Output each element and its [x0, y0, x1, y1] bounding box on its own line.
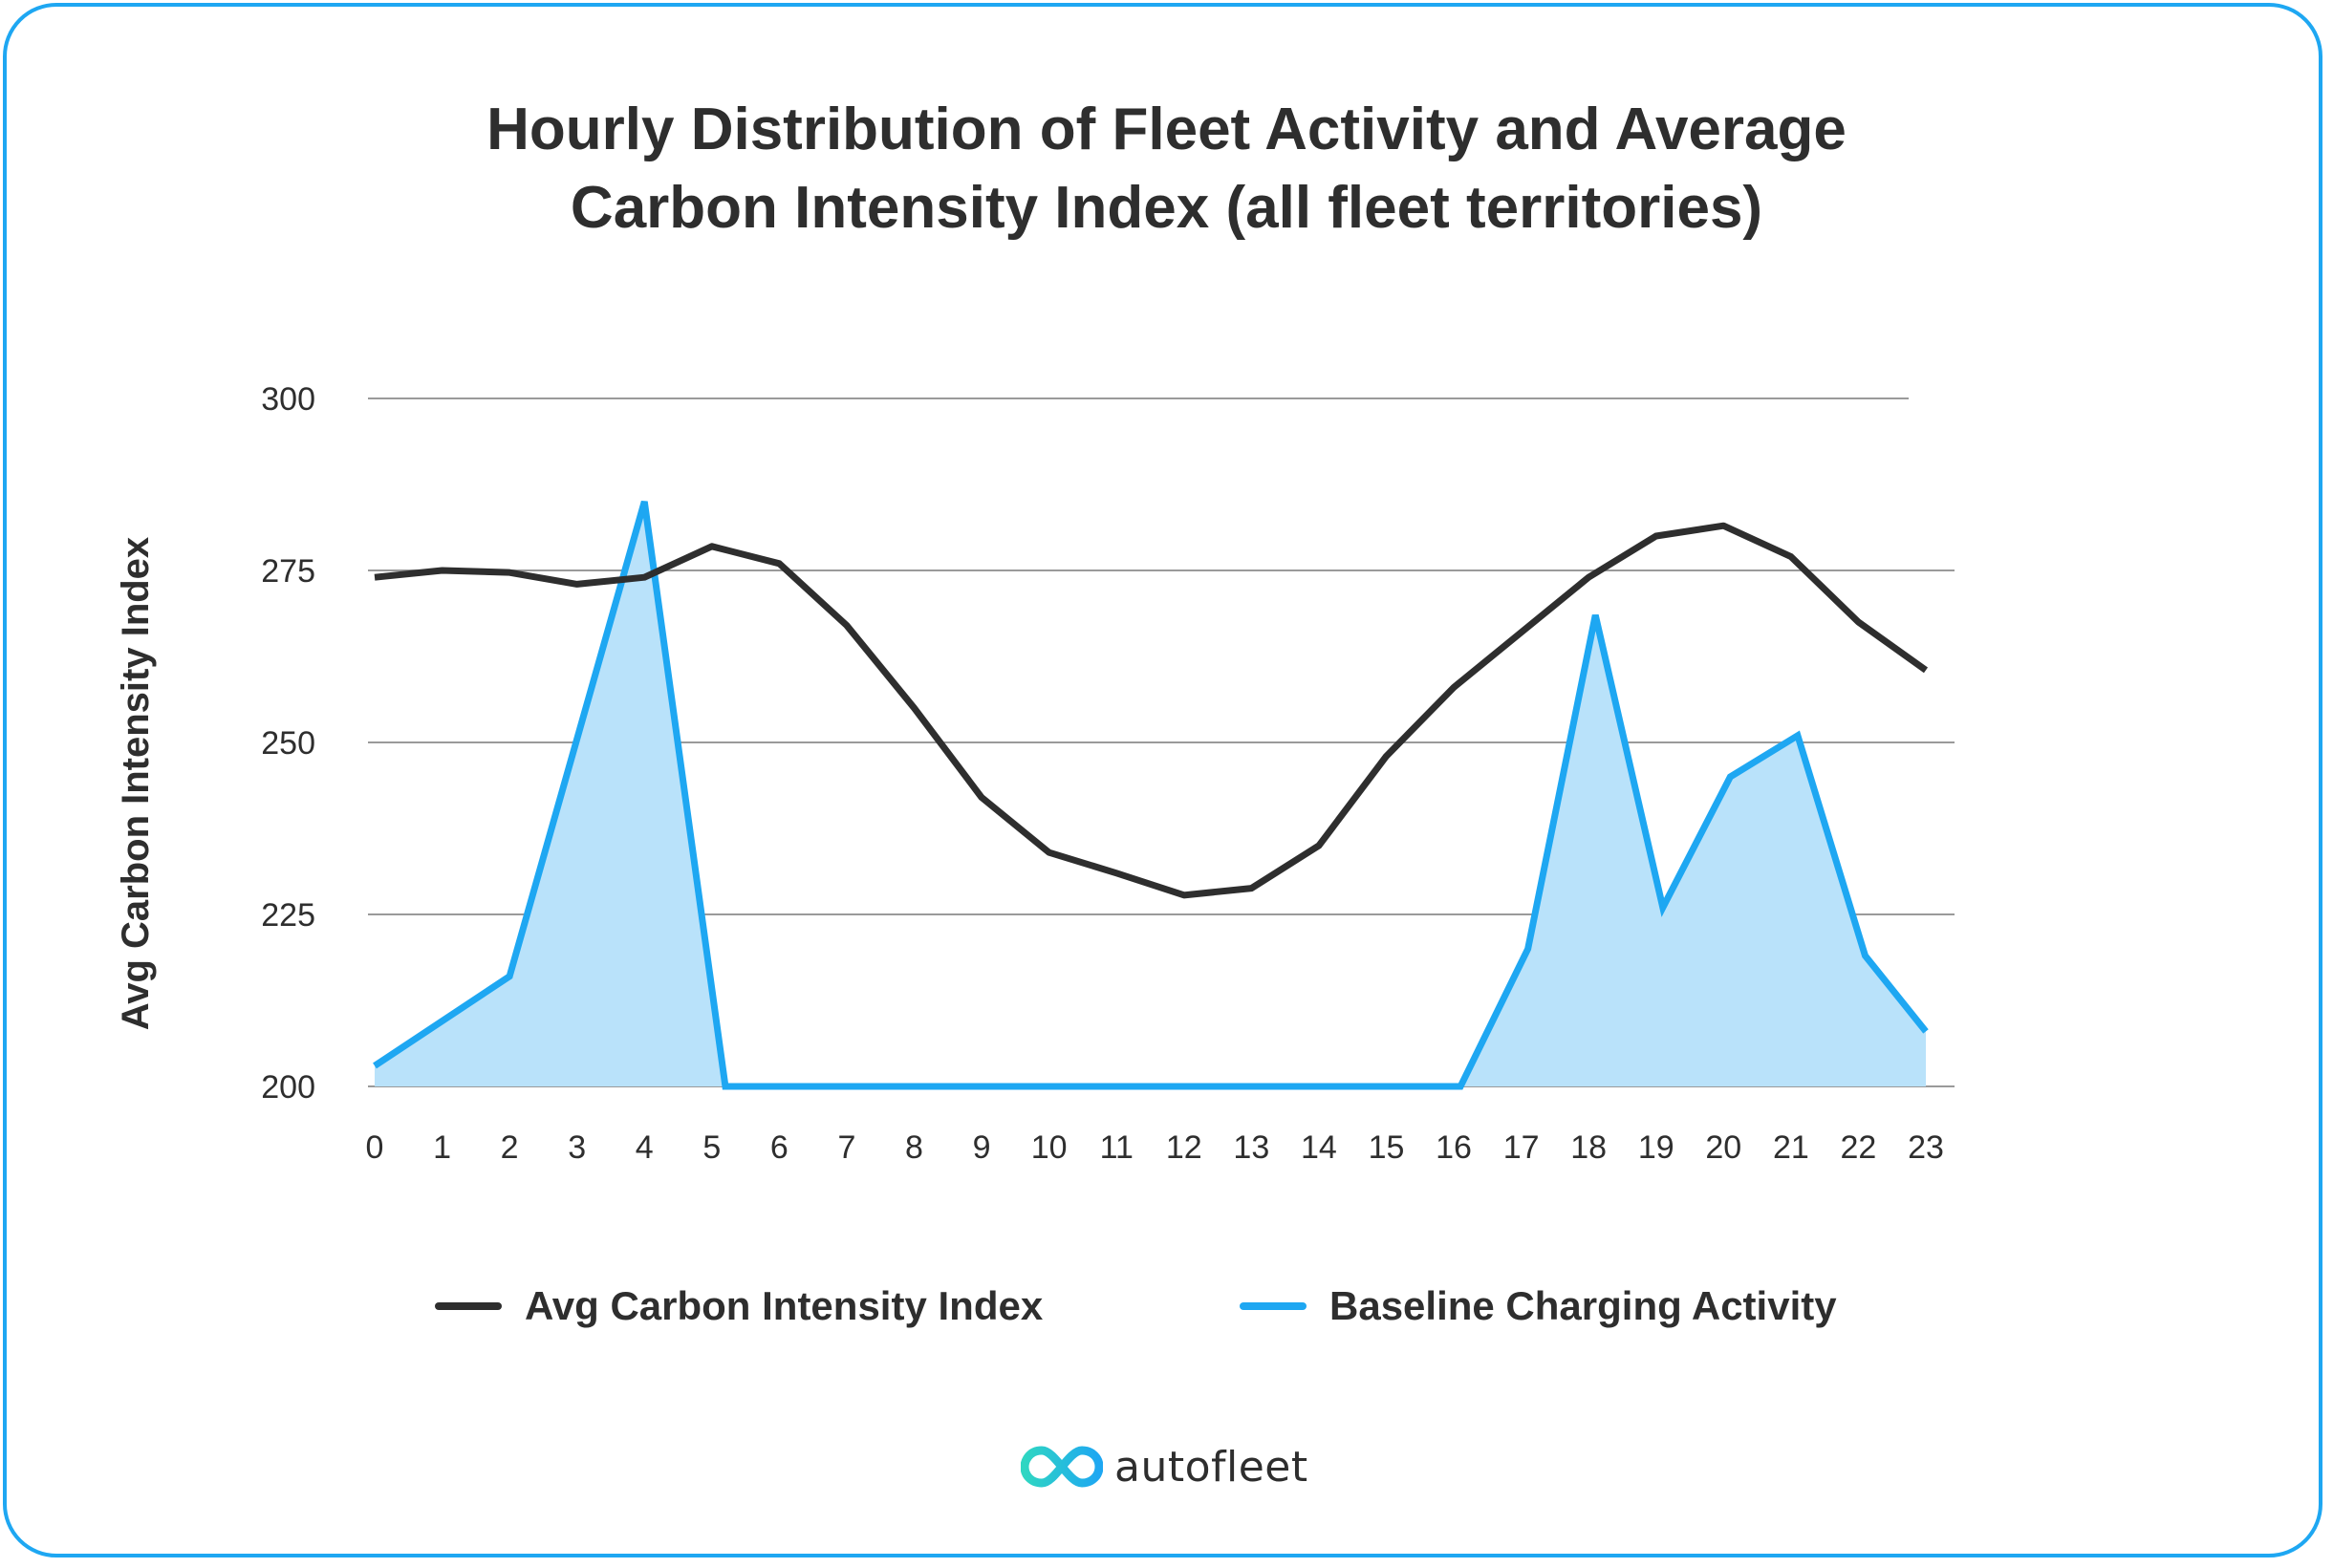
x-tick-label-11: 11	[1100, 1129, 1134, 1166]
line-series	[374, 522, 1929, 899]
x-tick-label-23: 23	[1908, 1129, 1944, 1166]
y-tick-labels: 200 225 250 275 300	[261, 381, 315, 1106]
chart-title: Hourly Distribution of Fleet Activity an…	[0, 91, 2333, 247]
x-tick-label-14: 14	[1301, 1129, 1337, 1166]
autofleet-logo: autofleet	[1021, 1433, 1308, 1500]
autofleet-logo-icon	[1021, 1446, 1103, 1488]
legend-swatch-carbon	[435, 1302, 502, 1310]
x-tick-label-7: 7	[837, 1129, 855, 1166]
y-tick-label-250: 250	[261, 725, 315, 762]
x-tick-label-0: 0	[366, 1129, 384, 1166]
x-tick-label-16: 16	[1436, 1129, 1472, 1166]
y-tick-label-275: 275	[261, 553, 315, 590]
x-tick-label-10: 10	[1031, 1129, 1068, 1166]
x-tick-label-2: 2	[501, 1129, 519, 1166]
charging-area-fill	[375, 502, 1926, 1086]
x-tick-label-15: 15	[1369, 1129, 1405, 1166]
chart-title-line-1: Hourly Distribution of Fleet Activity an…	[486, 97, 1847, 162]
chart-card	[3, 3, 2322, 1557]
y-tick-label-200: 200	[261, 1069, 315, 1106]
x-tick-label-8: 8	[905, 1129, 923, 1166]
legend-item-carbon: Avg Carbon Intensity Index	[435, 1282, 1043, 1330]
x-tick-label-17: 17	[1503, 1129, 1540, 1166]
x-tick-label-6: 6	[770, 1129, 788, 1166]
x-tick-label-22: 22	[1841, 1129, 1877, 1166]
y-tick-label-225: 225	[261, 897, 315, 934]
x-tick-label-13: 13	[1233, 1129, 1269, 1166]
x-tick-label-18: 18	[1570, 1129, 1607, 1166]
x-tick-label-1: 1	[433, 1129, 451, 1166]
carbon-intensity-line	[374, 522, 1929, 899]
legend-label-carbon: Avg Carbon Intensity Index	[525, 1283, 1044, 1328]
legend-item-charging: Baseline Charging Activity	[1240, 1282, 1837, 1330]
x-tick-label-19: 19	[1638, 1129, 1674, 1166]
chart-title-line-2: Carbon Intensity Index (all fleet territ…	[570, 175, 1763, 241]
autofleet-logo-text: autofleet	[1114, 1442, 1308, 1492]
x-tick-label-5: 5	[702, 1129, 721, 1166]
legend-label-charging: Baseline Charging Activity	[1329, 1283, 1837, 1328]
x-tick-label-9: 9	[973, 1129, 991, 1166]
legend-swatch-charging	[1240, 1302, 1307, 1310]
x-tick-label-20: 20	[1705, 1129, 1741, 1166]
y-tick-label-300: 300	[261, 381, 315, 418]
x-tick-label-3: 3	[568, 1129, 586, 1166]
x-tick-label-12: 12	[1166, 1129, 1202, 1166]
x-tick-label-21: 21	[1773, 1129, 1809, 1166]
x-tick-labels: 0 1 2 3 4 5 6 7 8 9 10 11 12 13 14 15 16 17 18 19 20 21 22 23	[366, 1129, 1944, 1166]
area-series	[373, 501, 1929, 1090]
y-axis-label: Avg Carbon Intensity Index	[115, 537, 157, 1030]
x-tick-label-4: 4	[636, 1129, 654, 1166]
